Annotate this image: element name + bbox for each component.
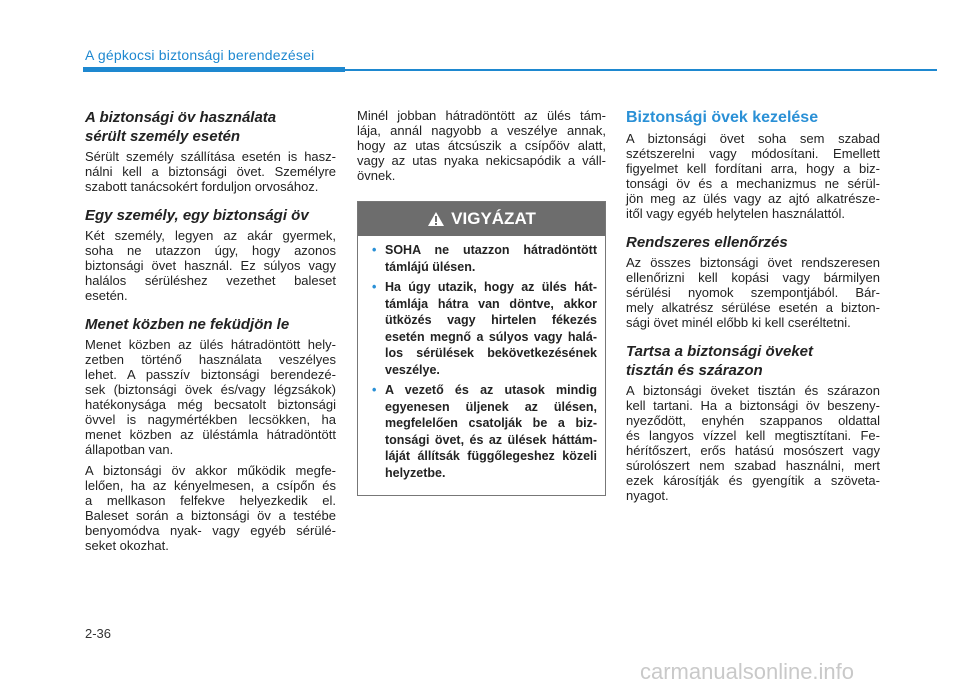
text-line: A biztonsági övet soha sem szabad (626, 131, 880, 146)
text-line: állapotban van. (85, 442, 174, 457)
text-line: esetén. (85, 288, 128, 303)
text-line: kell tartani. Ha a biztonsági öv beszeny… (626, 398, 880, 413)
column: Biztonsági övek kezelése A biztonsági öve… (626, 108, 880, 509)
column: A biztonsági öv használata sérült személy… (85, 108, 336, 559)
text-line: súrolószert nem szabad használni, mert (626, 458, 880, 473)
text-line: Egy személy, egy biztonsági öv (85, 207, 309, 224)
text-line: tonsági övet, és az ülések háttám- (385, 432, 597, 447)
text-line: Menet közben az ülés hátradöntött hely- (85, 337, 336, 352)
paragraph: A biztonsági öveket tisztán és szárazon k… (626, 383, 880, 503)
text-line: lehet. A passzív biztonsági berendezé- (85, 367, 336, 382)
text-line: ezek károsítják és gyengítik a szöveta- (626, 473, 880, 488)
text-line: biztonsági övet használ. Ez súlyos vagy (85, 258, 336, 273)
text-line: Sérült személy szállítása esetén is hasz… (85, 149, 336, 164)
warning-title: VIGYÁZAT (451, 209, 536, 228)
text-line: Baleset során a biztonsági öv a testébe (85, 508, 336, 523)
text-line: megfelelően csatolják be a biz- (385, 416, 597, 430)
section-title: Biztonsági övek kezelése (626, 108, 880, 128)
text-line: SOHA ne utazzon hátradöntött (385, 243, 597, 257)
text-line: A biztonsági öv akkor működik megfe- (85, 463, 336, 478)
text-line: zetben történő használata veszélyes (85, 352, 336, 367)
text-line: seket okozhat. (85, 538, 169, 553)
text-line: nyagot. (626, 488, 669, 503)
text-line: halálos sérüléshez vezethet baleset (85, 273, 336, 288)
text-line: Két személy, legyen az akár gyermek, (85, 228, 336, 243)
text-line: sérült személy esetén (85, 128, 241, 145)
text-line: Az összes biztonsági övet rendszeresen (626, 255, 880, 270)
paragraph: Két személy, legyen az akár gyermek, soha… (85, 228, 336, 303)
text-line: egyenesen üljenek az ülésen, (385, 399, 597, 414)
text-line: soha ne utazzon úgy, hogy azonos (85, 243, 336, 258)
text-line: a mellkason felfekve helyezkedik el. (85, 493, 336, 508)
column: Minél jobban hátradöntött az ülés tám-lá… (357, 108, 606, 496)
paragraph: A biztonsági öv akkor működik megfe-lelő… (85, 463, 336, 553)
text-line: hogy az utas átcsúszik a csípőöv alatt, (357, 138, 606, 153)
text-line: tisztán és szárazon (626, 362, 763, 379)
warning-item: SOHA ne utazzon hátradöntött támlájú ülés… (372, 242, 597, 275)
text-line: veszélye. (385, 362, 440, 377)
text-line: láját állítsák függőlegeshez közeli (385, 449, 597, 463)
text-line: sági övet minél előbb ki kell cseréltetn… (626, 315, 851, 330)
header-rule (83, 69, 937, 71)
page-number: 2-36 (85, 626, 112, 641)
text-line: nyeződött, enyhén szappanos oldattal (626, 413, 880, 428)
text-line: hérítőszert, erős hatású mosószert vagy (626, 443, 880, 458)
text-line: sérülési nyomok szempontjából. Bár- (626, 285, 880, 300)
text-line: mely alkatrész sérülése esetén a bizton- (626, 300, 880, 315)
header-rule-accent (83, 67, 345, 72)
heading: Rendszeres ellenőrzés (626, 233, 880, 252)
text-line: figyelmet kell fordítani arra, hogy a bi… (626, 161, 880, 176)
text-line: itől vagy egyéb helytelen használattól. (626, 206, 845, 221)
text-line: A biztonsági öveket tisztán és szárazon (626, 383, 880, 398)
text-line: Minél jobban hátradöntött az ülés tám- (357, 108, 606, 123)
paragraph: Sérült személy szállítása esetén is hasz… (85, 149, 336, 194)
text-line: A biztonsági öv használata (85, 109, 277, 126)
text-line: lája, annál nagyobb a veszélye annak, (357, 123, 606, 138)
watermark: carmanualsonline.info (640, 659, 855, 684)
paragraph: Az összes biztonsági övet rendszeresen el… (626, 255, 880, 330)
text-line: szabott tanácsokért forduljon orvosához. (85, 179, 319, 194)
text-line: nálni kell a biztonsági övet. Személyre (85, 164, 336, 179)
text-line: benyomódva nyak- vagy egyéb sérülé- (85, 523, 336, 538)
text-line: hatékonysága még becsatolt biztonsági (85, 397, 336, 412)
text-line: Rendszeres ellenőrzés (626, 234, 788, 251)
warning-item: A vezető és az utasok mindig egyenesen ül… (372, 382, 597, 481)
text-line: helyzetbe. (385, 465, 446, 480)
heading: Tartsa a biztonsági öveket tisztán és szá… (626, 342, 880, 380)
text-line: menet közben az üléstámla hátradöntött (85, 427, 336, 442)
text-line: A vezető és az utasok mindig (385, 383, 597, 397)
text-line: szétszerelni vagy módosítani. Emellett (626, 146, 880, 161)
text-line: sek (biztonsági övek és/vagy légzsákok) (85, 382, 336, 397)
heading: Egy személy, egy biztonsági öv (85, 206, 336, 225)
text-line: esetén megnő a súlyos vagy halá- (385, 329, 597, 344)
warning-box: VIGYÁZAT SOHA ne utazzon hátradöntött táml… (357, 201, 606, 496)
text-line: övvel is nagymértékben lecsökken, ha (85, 412, 336, 427)
text-line: támlája hátra van döntve, akkor (385, 296, 597, 311)
warning-list: SOHA ne utazzon hátradöntött támlájú ülés… (358, 236, 605, 495)
text-line: ellenőrizni kell kopási vagy bármilyen (626, 270, 880, 285)
warning-icon (428, 212, 445, 226)
text-line: Ha úgy utazik, hogy az ülés hát- (385, 280, 597, 294)
text-line: jön meg az ülés vagy az ajtó alkatrésze- (626, 191, 880, 206)
text-line: los sérülések bekövetkezésének (385, 346, 597, 360)
text-line: tonsági öv és a mechanizmus ne sérül- (626, 176, 880, 191)
paragraph: Menet közben az ülés hátradöntött hely-z… (85, 337, 336, 457)
heading: Menet közben ne feküdjön le (85, 315, 336, 334)
paragraph: Minél jobban hátradöntött az ülés tám-lá… (357, 108, 606, 183)
text-line: vagy az utas nyaka nekicsapódik a váll- (357, 153, 606, 168)
text-line: és langyos vízzel kell megtisztítani. Fe… (626, 428, 880, 443)
warning-item: Ha úgy utazik, hogy az ülés hát-támlája … (372, 279, 597, 378)
paragraph: A biztonsági övet soha sem szabad szétsze… (626, 131, 880, 221)
header-title: A gépkocsi biztonsági berendezései (85, 47, 315, 63)
text-line: Menet közben ne feküdjön le (85, 316, 290, 333)
text-line: övnek. (357, 168, 396, 183)
warning-header: VIGYÁZAT (358, 202, 605, 236)
text-line: ütközés vagy hirtelen fékezés (385, 313, 597, 327)
text-line: lelően, ha az kényelmesen, a csípőn és (85, 478, 336, 493)
text-line: támlájú ülésen. (385, 259, 476, 274)
text-line: Tartsa a biztonsági öveket (626, 343, 814, 360)
text-line: Biztonsági övek kezelése (626, 109, 819, 126)
heading: A biztonsági öv használata sérült személy… (85, 108, 336, 146)
